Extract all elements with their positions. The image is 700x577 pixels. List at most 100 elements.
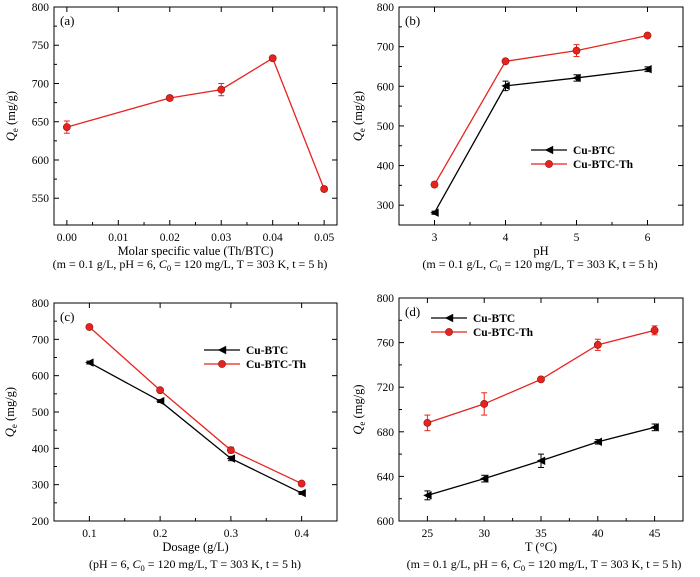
caption-conditions: (pH = 6, — [89, 557, 132, 571]
data-point — [165, 94, 174, 102]
x-tick-label: 0.05 — [314, 232, 334, 244]
legend-marker — [545, 160, 553, 168]
caption-rest: = 120 mg/L, T = 303 K, t = 5 h) — [145, 557, 301, 571]
y-tick-label: 800 — [377, 293, 395, 305]
x-tick-label: 4 — [503, 232, 509, 244]
data-point — [643, 65, 652, 74]
panel-caption: (pH = 6, C0 = 120 mg/L, T = 303 K, t = 5… — [89, 557, 301, 573]
chart-panel-b: 3 4 5 6 300 400 500 600 700 800 (b) pH Qe (mg/g) (m =… — [351, 2, 684, 273]
x-tick-label: 0.03 — [211, 232, 231, 244]
y-tick-label: 500 — [32, 407, 50, 419]
data-point — [423, 418, 432, 427]
x-axis-label: T (°C) — [525, 540, 557, 554]
y-tick-label: 500 — [377, 121, 395, 133]
caption-c-subscript: 0 — [497, 263, 501, 273]
data-point — [480, 400, 489, 408]
y-tick-label: 640 — [377, 471, 395, 483]
legend-label: Cu-BTC — [473, 313, 515, 325]
data-point — [572, 46, 581, 55]
legend-label: Cu-BTC-Th — [573, 159, 634, 171]
caption-conditions: (m = 0.1 g/L, — [422, 257, 489, 271]
x-tick-label: 0.00 — [57, 232, 77, 244]
legend: Cu-BTC Cu-BTC-Th — [431, 313, 534, 339]
y-tick-label: 600 — [377, 516, 395, 528]
legend-marker — [544, 145, 554, 155]
chart-panel-d: 25 30 35 40 45 600 640 680 720 760 800 (d) T (°C) Qe … — [351, 293, 684, 573]
caption-c-subscript: 0 — [141, 563, 145, 573]
x-tick-label: 5 — [574, 232, 580, 244]
y-axis-label-unit: (mg/g) — [351, 91, 365, 128]
y-tick-label: 400 — [377, 161, 395, 173]
x-tick-label: 0.02 — [160, 232, 180, 244]
data-point — [480, 474, 489, 483]
x-tick-label: 0.01 — [108, 232, 128, 244]
y-axis-label: Qe (mg/g) — [4, 91, 20, 141]
series-line — [89, 362, 302, 494]
series-cu-btc — [423, 423, 659, 501]
data-point — [226, 454, 236, 463]
plot-frame — [53, 302, 338, 522]
y-tick-label: 680 — [377, 427, 395, 439]
x-tick-label: 6 — [645, 232, 651, 244]
series-cu-btc-th — [423, 325, 659, 432]
y-axis-label-symbol: Q — [3, 428, 17, 437]
y-tick-label: 700 — [377, 42, 395, 54]
data-point — [268, 54, 277, 63]
x-tick-label: 45 — [649, 528, 661, 540]
legend-label: Cu-BTC — [246, 345, 288, 357]
y-axis-label: Qe (mg/g) — [3, 387, 19, 437]
legend-marker — [218, 360, 226, 368]
y-tick-label: 200 — [32, 516, 50, 528]
y-axis-label-subscript: e — [10, 128, 20, 132]
legend-label: Cu-BTC-Th — [246, 359, 307, 371]
caption-c-symbol: C — [159, 257, 168, 271]
x-tick-label: 3 — [432, 232, 438, 244]
data-point — [593, 340, 602, 349]
plot-frame — [398, 6, 684, 226]
y-axis-label-symbol: Q — [351, 132, 365, 141]
caption-c-subscript: 0 — [167, 263, 171, 273]
y-tick-label: 760 — [377, 338, 395, 350]
y-tick-label: 800 — [377, 2, 395, 14]
data-point — [297, 479, 306, 488]
x-axis-label: pH — [533, 244, 548, 258]
data-point — [501, 57, 510, 66]
y-tick-label: 650 — [32, 117, 50, 129]
caption-c-symbol: C — [489, 257, 498, 271]
panel-caption: (m = 0.1 g/L, C0 = 120 mg/L, T = 303 K, … — [422, 257, 657, 273]
y-tick-label: 600 — [377, 81, 395, 93]
panel-caption: (m = 0.1 g/L, pH = 6, C0 = 120 mg/L, T =… — [407, 557, 682, 573]
y-tick-label: 700 — [32, 334, 50, 346]
data-point — [156, 386, 165, 395]
x-tick-label: 40 — [592, 528, 604, 540]
x-tick-label: 0.2 — [153, 528, 168, 540]
series-cu-btc — [430, 65, 652, 217]
y-tick-label: 400 — [32, 443, 50, 455]
data-point — [297, 488, 306, 498]
y-axis-label-unit: (mg/g) — [3, 387, 17, 424]
x-tick-label: 35 — [535, 528, 547, 540]
data-point — [155, 396, 165, 406]
y-tick-label: 600 — [32, 371, 50, 383]
y-tick-label: 300 — [32, 480, 50, 492]
legend-label: Cu-BTC — [573, 145, 615, 157]
legend: Cu-BTC Cu-BTC-Th — [531, 145, 634, 171]
data-point — [226, 446, 235, 455]
y-tick-label: 800 — [32, 298, 50, 310]
series-cu-btc-th — [430, 31, 652, 189]
y-tick-label: 720 — [377, 382, 395, 394]
caption-rest: = 120 mg/L, T = 303 K, t = 5 h) — [525, 557, 681, 571]
caption-c-symbol: C — [132, 557, 141, 571]
panel-label: (d) — [405, 304, 420, 319]
caption-rest: = 120 mg/L, T = 303 K, t = 5 h) — [501, 257, 657, 271]
data-point — [85, 323, 94, 331]
series-line — [88, 326, 302, 485]
plot-frame — [53, 6, 338, 226]
y-tick-label: 550 — [32, 193, 50, 205]
y-tick-label: 600 — [32, 155, 50, 167]
data-point — [643, 31, 652, 40]
y-axis-label-subscript: e — [357, 422, 367, 426]
panel-label: (a) — [60, 13, 74, 28]
legend-marker — [444, 313, 454, 323]
